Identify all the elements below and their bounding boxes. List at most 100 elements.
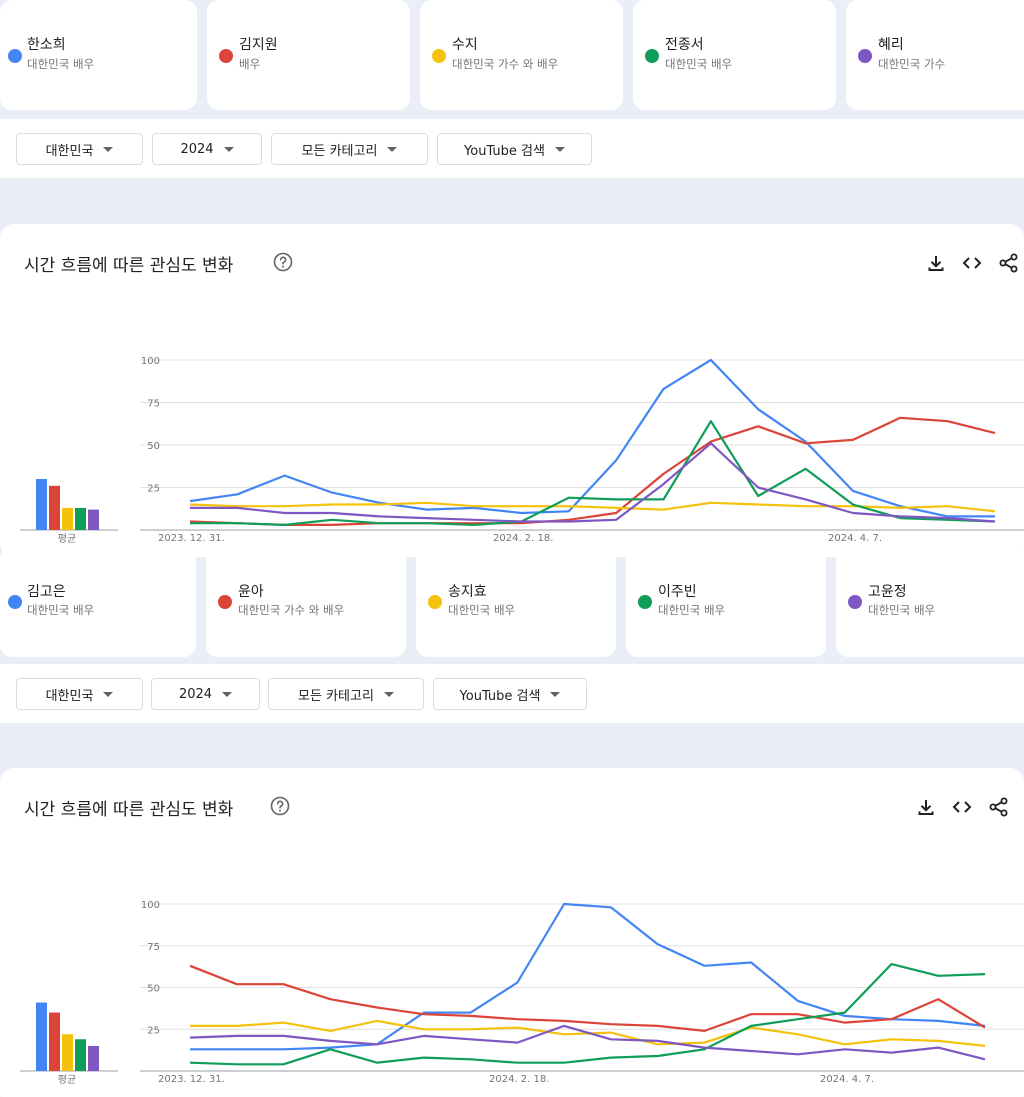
caret-down-icon xyxy=(103,691,114,697)
series-line xyxy=(189,1024,986,1061)
term-card[interactable]: 김고은 대한민국 배우 xyxy=(0,547,196,657)
series-color-dot xyxy=(848,595,862,609)
chart-title: 시간 흐름에 따른 관심도 변화 xyxy=(24,800,234,820)
category-dropdown[interactable]: 모든 카테고리 xyxy=(271,133,428,165)
region-value: 대한민국 xyxy=(45,143,94,159)
year-value: 2024 xyxy=(178,686,213,702)
download-icon[interactable] xyxy=(925,252,947,274)
share-icon[interactable] xyxy=(988,796,1010,818)
year-value: 2024 xyxy=(180,141,214,157)
y-tick-label: 100 xyxy=(141,900,160,911)
term-name: 윤아 xyxy=(238,584,264,600)
series-color-dot xyxy=(8,595,22,609)
term-name: 송지효 xyxy=(448,584,487,600)
series-color-dot xyxy=(218,595,232,609)
share-icon[interactable] xyxy=(998,252,1020,274)
average-bar xyxy=(88,1045,99,1071)
series-line xyxy=(189,964,986,1032)
term-card[interactable]: 송지효 대한민국 배우 xyxy=(416,547,616,657)
term-subtitle: 대한민국 배우 xyxy=(27,603,95,617)
term-name: 이주빈 xyxy=(658,584,697,600)
average-bar xyxy=(75,1039,86,1071)
term-name: 김고은 xyxy=(27,584,66,600)
search-source-dropdown[interactable]: YouTube 검색 xyxy=(433,678,587,710)
average-bar xyxy=(36,479,47,530)
term-card[interactable]: 전종서 대한민국 배우 xyxy=(633,0,836,110)
y-tick-label: 100 xyxy=(141,356,160,367)
series-color-dot xyxy=(645,49,659,63)
average-bar xyxy=(62,507,73,530)
embed-code-icon[interactable] xyxy=(951,796,973,818)
interest-line-chart: 25 50 75 100 2023. 12. 31. 2024. 2. 18. 2024. … xyxy=(20,900,1024,1086)
chart-title: 시간 흐름에 따른 관심도 변화 xyxy=(24,256,234,276)
average-bar xyxy=(49,485,60,530)
caret-down-icon xyxy=(383,691,394,697)
term-card[interactable]: 김지원 배우 xyxy=(207,0,410,110)
x-tick-label: 2024. 4. 7. xyxy=(820,1074,874,1085)
caret-down-icon xyxy=(223,146,234,152)
term-name: 수지 xyxy=(452,37,478,53)
embed-code-icon[interactable] xyxy=(961,252,983,274)
average-bar xyxy=(88,509,99,530)
help-circle-icon[interactable] xyxy=(270,796,290,816)
y-tick-label: 25 xyxy=(147,1025,160,1036)
term-subtitle: 대한민국 배우 xyxy=(658,603,726,617)
series-color-dot xyxy=(432,49,446,63)
term-subtitle: 대한민국 배우 xyxy=(448,603,516,617)
average-bar xyxy=(62,1034,73,1071)
term-card[interactable]: 혜리 대한민국 가수 xyxy=(846,0,1024,110)
term-card[interactable]: 윤아 대한민국 가수 와 배우 xyxy=(206,547,406,657)
x-tick-label: 2024. 2. 18. xyxy=(493,533,553,544)
term-card[interactable]: 고윤정 대한민국 배우 xyxy=(836,547,1024,657)
term-subtitle: 대한민국 배우 xyxy=(27,57,95,71)
y-tick-label: 75 xyxy=(147,942,160,953)
term-name: 고윤정 xyxy=(868,584,907,600)
interest-over-time-panel: 시간 흐름에 따른 관심도 변화 xyxy=(0,224,1024,557)
filter-bar: 대한민국 2024 모든 카테고리 YouTube 검색 xyxy=(0,664,1024,723)
region-dropdown[interactable]: 대한민국 xyxy=(16,133,143,165)
caret-down-icon xyxy=(554,146,565,152)
term-name: 한소희 xyxy=(27,37,66,53)
region-dropdown[interactable]: 대한민국 xyxy=(16,678,143,710)
filter-bar: 대한민국 2024 모든 카테고리 YouTube 검색 xyxy=(0,119,1024,178)
caret-down-icon xyxy=(222,691,233,697)
series-line xyxy=(189,416,996,526)
search-source-value: YouTube 검색 xyxy=(464,143,545,159)
average-label: 평균 xyxy=(58,533,76,545)
y-tick-label: 75 xyxy=(147,399,160,410)
series-line xyxy=(189,358,995,518)
series-color-dot xyxy=(638,595,652,609)
x-tick-label: 2023. 12. 31. xyxy=(158,533,225,544)
y-tick-label: 50 xyxy=(147,984,160,995)
series-color-dot xyxy=(8,49,22,63)
series-line xyxy=(190,420,996,526)
caret-down-icon xyxy=(387,146,398,152)
x-tick-label: 2023. 12. 31. xyxy=(158,1074,225,1085)
search-source-dropdown[interactable]: YouTube 검색 xyxy=(437,133,592,165)
help-circle-icon[interactable] xyxy=(273,252,293,272)
term-card[interactable]: 수지 대한민국 가수 와 배우 xyxy=(420,0,623,110)
category-dropdown[interactable]: 모든 카테고리 xyxy=(268,678,424,710)
series-line xyxy=(190,442,996,523)
series-color-dot xyxy=(219,49,233,63)
year-dropdown[interactable]: 2024 xyxy=(152,133,262,165)
term-name: 전종서 xyxy=(665,37,704,53)
term-subtitle: 대한민국 배우 xyxy=(868,603,936,617)
x-tick-label: 2024. 4. 7. xyxy=(828,533,882,544)
term-subtitle: 대한민국 가수 와 배우 xyxy=(452,57,559,71)
average-bar xyxy=(75,507,86,530)
series-line xyxy=(190,902,986,1051)
average-bar xyxy=(49,1012,60,1071)
y-tick-label: 50 xyxy=(147,441,160,452)
average-bar xyxy=(36,1002,47,1071)
download-icon[interactable] xyxy=(915,796,937,818)
series-line xyxy=(189,962,986,1066)
term-subtitle: 배우 xyxy=(239,57,261,71)
year-dropdown[interactable]: 2024 xyxy=(151,678,260,710)
term-card[interactable]: 한소희 대한민국 배우 xyxy=(0,0,197,110)
interest-line-chart: 25 50 75 100 2023. 12. 31. 2024. 2. 18. 2024. … xyxy=(20,356,1024,545)
category-value: 모든 카테고리 xyxy=(298,688,374,704)
caret-down-icon xyxy=(103,146,114,152)
term-name: 혜리 xyxy=(878,37,904,53)
term-card[interactable]: 이주빈 대한민국 배우 xyxy=(626,547,826,657)
